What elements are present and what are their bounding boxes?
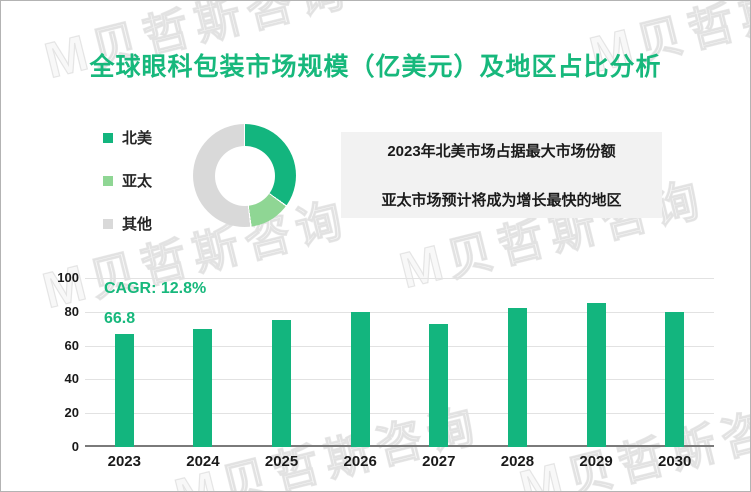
gridline xyxy=(85,413,714,415)
bar-2030 xyxy=(665,312,685,447)
bar-chart-plot xyxy=(85,278,714,447)
donut-chart xyxy=(193,124,296,227)
donut-hole xyxy=(214,145,275,206)
x-axis-label: 2025 xyxy=(264,453,299,470)
bar-slot xyxy=(85,278,164,447)
legend-swatch xyxy=(103,132,113,143)
first-bar-value-label: 66.8 xyxy=(104,310,136,327)
legend-label: 其他 xyxy=(122,216,153,233)
cagr-label: CAGR: 12.8% xyxy=(104,280,207,297)
y-axis-tick: 80 xyxy=(64,303,79,319)
bar-slot xyxy=(164,278,243,447)
x-axis-labels: 2023 2024 2025 2026 2027 2028 2029 2030 xyxy=(85,453,714,470)
bar-slot xyxy=(321,278,400,447)
bar-slot xyxy=(400,278,479,447)
x-axis-baseline xyxy=(85,445,714,447)
y-axis-tick: 20 xyxy=(64,405,79,421)
bar-2026 xyxy=(350,312,370,447)
bar-slot xyxy=(635,278,714,447)
y-axis-tick: 40 xyxy=(64,371,79,387)
page-title: 全球眼科包装市场规模（亿美元）及地区占比分析 xyxy=(89,53,662,81)
callout-box: 2023年北美市场占据最大市场份额 亚太市场预计将成为增长最快的地区 xyxy=(341,132,662,218)
x-axis-label: 2030 xyxy=(658,453,692,470)
bar-slot xyxy=(557,278,636,447)
x-axis-label: 2026 xyxy=(343,453,377,470)
legend-label: 北美 xyxy=(122,130,153,147)
y-axis-tick: 0 xyxy=(71,439,79,454)
x-axis-label: 2023 xyxy=(107,453,141,470)
gridline xyxy=(85,345,714,347)
gridline xyxy=(85,379,714,381)
y-axis-tick: 100 xyxy=(57,270,79,285)
legend-item: 亚太 xyxy=(103,170,152,191)
legend-swatch xyxy=(103,218,113,229)
legend-item: 北美 xyxy=(103,127,152,148)
legend-item: 其他 xyxy=(103,213,152,234)
bar-slot xyxy=(242,278,321,447)
y-axis-tick: 60 xyxy=(64,337,79,353)
callout-line-1: 2023年北美市场占据最大市场份额 xyxy=(387,143,616,160)
bar-2025 xyxy=(272,320,292,447)
legend-swatch xyxy=(103,175,113,186)
legend-label: 亚太 xyxy=(122,173,153,190)
bar-2023 xyxy=(114,334,134,447)
x-axis-label: 2024 xyxy=(186,453,220,470)
bar-series xyxy=(85,278,714,447)
x-axis-label: 2029 xyxy=(579,453,613,470)
bar-2029 xyxy=(586,303,606,447)
donut-legend: 北美 亚太 其他 xyxy=(103,127,152,234)
gridline xyxy=(85,311,714,313)
callout-line-2: 亚太市场预计将成为增长最快的地区 xyxy=(381,192,622,209)
bar-slot xyxy=(478,278,557,447)
bar-2024 xyxy=(193,329,213,447)
gridline xyxy=(85,278,714,279)
x-axis-label: 2027 xyxy=(422,453,456,470)
bar-2028 xyxy=(507,308,527,447)
bar-2027 xyxy=(429,324,449,447)
x-axis-label: 2028 xyxy=(500,453,535,470)
